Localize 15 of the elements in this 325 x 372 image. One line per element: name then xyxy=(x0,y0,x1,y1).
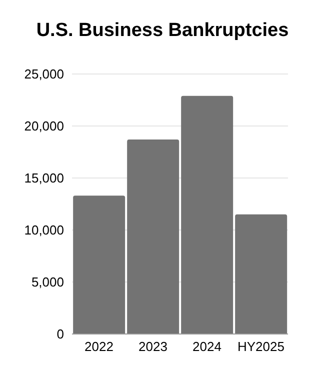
y-tick-label: 5,000 xyxy=(31,274,64,290)
bar xyxy=(73,196,126,334)
chart-title: U.S. Business Bankruptcies xyxy=(35,20,290,42)
y-tick-label: 0 xyxy=(56,326,64,342)
y-tick-label: 25,000 xyxy=(24,66,64,82)
y-tick-label: 15,000 xyxy=(24,170,64,186)
bar xyxy=(235,214,288,334)
y-tick-label: 10,000 xyxy=(24,222,64,238)
bar xyxy=(181,96,234,334)
bar xyxy=(127,140,180,334)
x-tick-label: HY2025 xyxy=(238,339,284,354)
x-tick-label: 2024 xyxy=(192,339,222,354)
x-tick-label: 2022 xyxy=(84,339,114,354)
y-tick-label: 20,000 xyxy=(24,118,64,134)
x-tick-label: 2023 xyxy=(138,339,168,354)
